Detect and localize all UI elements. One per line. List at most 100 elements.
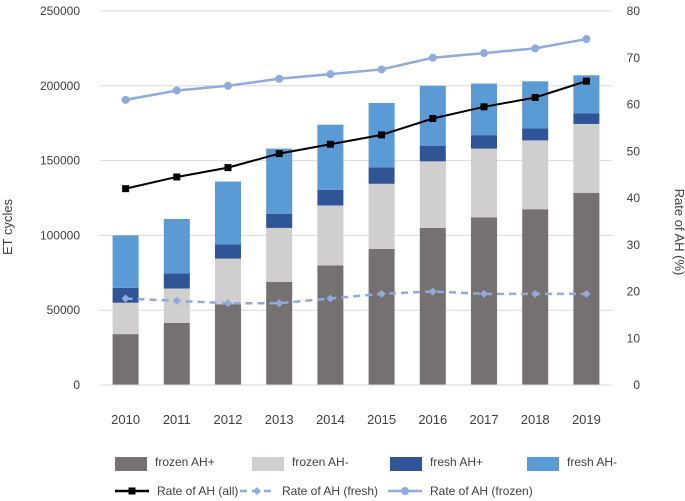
data-point [531, 93, 539, 101]
data-point [326, 70, 335, 79]
right-tick-label: 10 [627, 331, 641, 345]
bar-segment [368, 167, 395, 184]
data-point [121, 294, 130, 303]
x-tick-label: 2012 [214, 412, 243, 427]
right-tick-label: 30 [627, 238, 641, 252]
legend-label: fresh AH+ [430, 455, 483, 469]
data-point [275, 150, 283, 158]
data-point [224, 299, 232, 308]
bar-segment [471, 217, 497, 385]
data-point [428, 53, 437, 62]
left-tick-label: 250000 [40, 4, 80, 18]
data-point [378, 131, 386, 139]
x-tick-label: 2013 [265, 412, 294, 427]
data-point [377, 65, 386, 74]
legend-label: Rate of AH (fresh) [282, 484, 378, 498]
bar-segment [163, 288, 190, 323]
data-point [122, 185, 130, 193]
x-tick-label: 2010 [111, 412, 140, 427]
bar-segment [471, 148, 497, 218]
legend-marker [128, 487, 136, 495]
right-tick-label: 20 [627, 285, 641, 299]
axes: 0 50000 100000 150000 200000 250000 0 10 20 30 40 5… [40, 4, 640, 427]
legend-swatch [115, 457, 147, 471]
left-tick-label: 100000 [40, 228, 80, 242]
series-line [125, 290, 587, 305]
x-tick-label: 2018 [521, 412, 550, 427]
x-tick-label: 2016 [418, 412, 447, 427]
x-tick-label: 2011 [163, 412, 191, 427]
bar-segment [522, 81, 549, 129]
data-point [224, 81, 232, 90]
bar-segment [112, 235, 139, 288]
bar-segment [419, 161, 446, 228]
data-point [480, 49, 488, 58]
bar-segment [266, 213, 293, 228]
right-tick-label: 70 [627, 51, 641, 65]
legend-marker [401, 487, 409, 495]
bar-segment [317, 205, 344, 266]
x-tick-label: 2019 [572, 412, 601, 427]
legend-label: Rate of AH (all) [157, 484, 238, 498]
data-point [275, 74, 284, 83]
left-tick-label: 50000 [47, 303, 81, 317]
bar-segment [266, 148, 293, 214]
data-point [275, 299, 284, 308]
x-tick-label: 2017 [470, 412, 499, 427]
data-point [172, 296, 181, 305]
bar-segment [215, 304, 241, 385]
data-point [480, 289, 488, 298]
legend-swatch [527, 457, 559, 471]
legend-label: frozen AH- [292, 455, 349, 469]
bar-segment [317, 265, 344, 385]
right-tick-label: 80 [627, 4, 641, 18]
right-tick-label: 50 [627, 144, 641, 158]
right-axis-label: Rate of AH (%) [672, 189, 685, 276]
legend-marker [253, 487, 261, 495]
data-point [582, 289, 591, 298]
data-point [531, 44, 540, 53]
data-point [224, 164, 232, 172]
left-axis-label: ET cycles [0, 198, 15, 255]
legend-swatch [390, 457, 422, 471]
x-tick-label: 2014 [316, 412, 345, 427]
bar-segment [215, 244, 241, 259]
legend-label: frozen AH+ [155, 455, 215, 469]
data-point [121, 95, 130, 104]
data-point [480, 103, 488, 111]
lines [121, 35, 591, 308]
bar-segment [419, 227, 446, 385]
left-tick-label: 150000 [40, 154, 80, 168]
bar-segment [573, 113, 600, 124]
bar-segment [215, 258, 241, 305]
bar-segment [112, 334, 139, 385]
x-tick-label: 2015 [367, 412, 396, 427]
bar-segment [163, 218, 190, 274]
left-tick-label: 200000 [40, 79, 80, 93]
data-point [173, 173, 181, 181]
bar-segment [573, 192, 600, 385]
bar-segment [266, 281, 293, 385]
bar-segment [471, 135, 497, 149]
bar-segment [522, 140, 549, 210]
data-point [172, 86, 181, 95]
data-point [531, 289, 540, 298]
legend-label: fresh AH- [567, 455, 617, 469]
bar-segment [112, 302, 139, 335]
right-tick-label: 0 [633, 378, 640, 392]
bar-segment [419, 145, 446, 162]
series-line [125, 80, 587, 190]
data-point [377, 289, 386, 298]
data-point [326, 140, 334, 148]
left-tick-label: 0 [73, 378, 80, 392]
data-point [429, 115, 437, 123]
bar-segment [163, 273, 190, 289]
right-tick-label: 60 [627, 98, 641, 112]
data-point [582, 77, 590, 85]
right-tick-label: 40 [627, 191, 641, 205]
legend-swatch [252, 457, 284, 471]
bar-segment [266, 227, 293, 282]
series-line [125, 37, 587, 102]
bar-segment [522, 128, 549, 141]
